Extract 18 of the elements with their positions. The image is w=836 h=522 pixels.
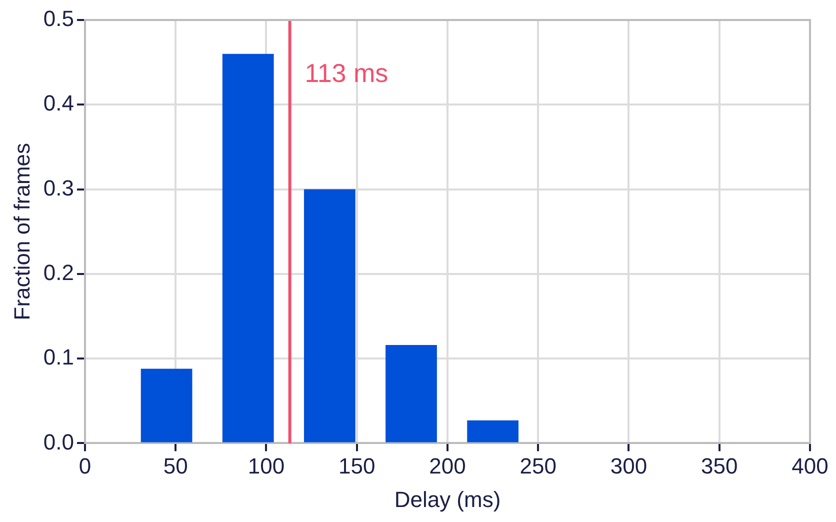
y-tick-label: 0.4: [43, 90, 74, 116]
x-tick-label: 200: [429, 453, 466, 478]
y-tick-label: 0.5: [43, 6, 74, 32]
x-tick-label: 50: [163, 453, 188, 478]
x-tick-label: 350: [701, 453, 738, 478]
x-tick-label: 400: [792, 453, 828, 478]
x-axis-title: Delay (ms): [394, 486, 501, 512]
x-tick-label: 0: [78, 453, 92, 478]
y-tick-label: 0.2: [43, 260, 74, 285]
x-tick-label: 100: [248, 453, 285, 478]
x-tick-label: 300: [610, 453, 648, 478]
y-tick-label: 0.0: [43, 429, 74, 454]
x-tick-label: 150: [338, 453, 376, 478]
y-tick-label: 0.1: [43, 344, 74, 370]
ref-line-label: 113 ms: [304, 58, 388, 88]
y-axis-title: Fraction of frames: [9, 142, 34, 320]
x-tick-label: 250: [520, 453, 556, 478]
y-tick-label: 0.3: [43, 175, 74, 200]
